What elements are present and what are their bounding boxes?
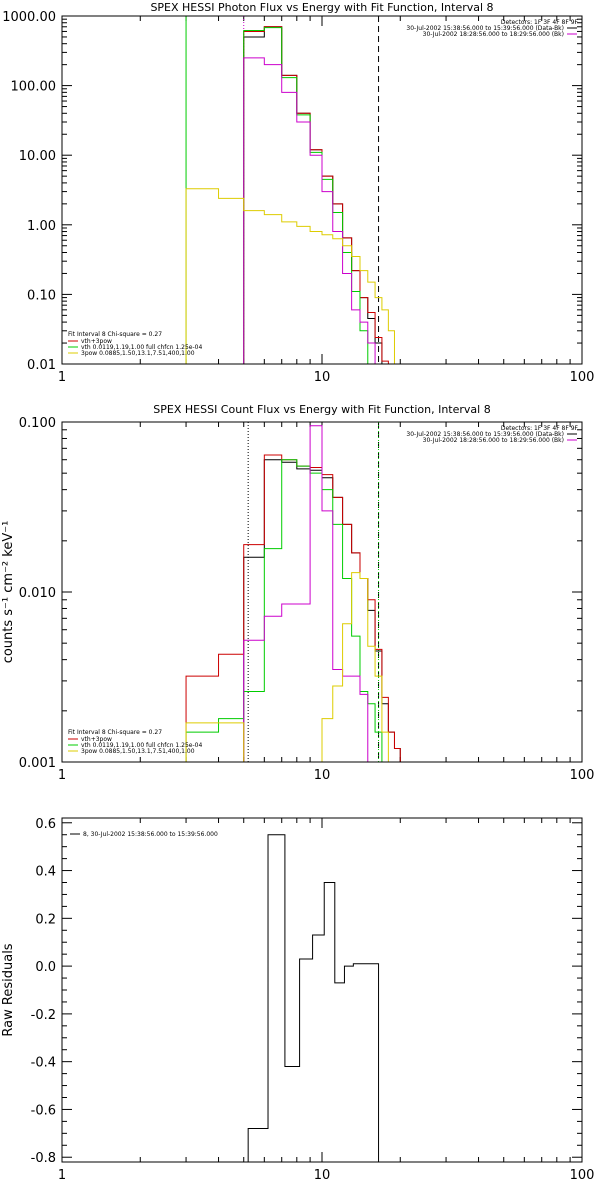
- y-tick-label: 0.4: [35, 865, 56, 880]
- annotation-line: 30-Jul-2002 18:28:56.000 to 18:29:56.000…: [423, 31, 564, 38]
- reference-lines: [185, 16, 380, 364]
- y-axis-label: counts s⁻¹ cm⁻² keV⁻¹: [1, 521, 16, 664]
- y-tick-label: -0.8: [31, 1151, 56, 1166]
- legend-entry: vth 0.0119,1.19,1.00 full chfcn 1.25e-04: [81, 742, 202, 749]
- series-line-3: [243, 27, 376, 364]
- legend-entry: 3pow 0.0885,1.50,13.1,7.51,400,1.00: [81, 748, 195, 755]
- legend-entry: 3pow 0.0885,1.50,13.1,7.51,400,1.00: [81, 350, 195, 357]
- series-line-1: [247, 834, 380, 1162]
- series-line-2: [185, 454, 406, 762]
- y-tick-label: -0.6: [31, 1103, 56, 1118]
- y-tick-label: 1.00: [27, 219, 56, 234]
- plot-frame: [61, 421, 583, 763]
- y-tick-label: 0.2: [35, 912, 56, 927]
- y-tick-label: 0.010: [19, 586, 56, 601]
- series-line-1: [243, 26, 389, 364]
- x-tick-label: 1: [58, 370, 66, 385]
- legend-entry: 8, 30-Jul-2002 15:38:56.000 to 15:39:56.…: [83, 831, 218, 838]
- series-line-4: [243, 57, 376, 364]
- y-axis: 1000.00 100.00 10.00 1.00 0.10 0.01: [2, 10, 582, 373]
- series-line-3: [185, 459, 389, 762]
- legend-entry: vth+3pow: [81, 338, 112, 345]
- series-group: [185, 425, 406, 762]
- y-tick-label: 0.01: [27, 358, 56, 373]
- x-axis: 1 10 100: [58, 16, 595, 385]
- y-tick-label: 100.00: [11, 80, 57, 95]
- x-tick-label: 100: [570, 768, 595, 783]
- series-group: [185, 26, 401, 364]
- x-axis: 1 10 100: [58, 818, 595, 1183]
- x-tick-label: 10: [314, 370, 331, 385]
- series-line-2: [243, 26, 389, 364]
- chart-title: SPEX HESSI Count Flux vs Energy with Fit…: [153, 403, 490, 416]
- x-tick-label: 10: [314, 1168, 331, 1183]
- chart-panel-2: SPEX HESSI Count Flux vs Energy with Fit…: [1, 403, 594, 783]
- chart-panel-3: 1 10 100 0.6 0.4 0.2 0.0 -0.2 -0.4 -0.6 -0.8 Raw Re…: [1, 817, 594, 1183]
- legend-entry: vth+3pow: [81, 736, 112, 743]
- x-tick-label: 1: [58, 768, 66, 783]
- y-tick-label: 0.001: [19, 756, 56, 771]
- y-tick-label: 10.00: [19, 149, 56, 164]
- y-tick-label: 0.10: [27, 288, 56, 303]
- y-tick-label: -0.4: [31, 1056, 56, 1071]
- legend-header: Fit Interval 8 Chi-square = 0.27: [68, 729, 162, 736]
- annotation-line: 30-Jul-2002 15:38:56.000 to 15:39:56.000…: [406, 431, 564, 438]
- annotation-line: Detectors: 1F 3F 4F 8F 9F: [501, 425, 579, 432]
- annotation-line: Detectors: 1F 3F 4F 8F 9F: [501, 19, 579, 26]
- y-tick-label: 0.100: [19, 416, 56, 431]
- series-line-4: [243, 425, 369, 762]
- x-tick-label: 1: [58, 1168, 66, 1183]
- x-tick-label: 10: [314, 768, 331, 783]
- legend: Fit Interval 8 Chi-square = 0.27vth+3pow…: [68, 331, 202, 357]
- x-tick-label: 100: [570, 1168, 595, 1183]
- y-axis-label: Raw Residuals: [1, 943, 16, 1036]
- legend: Fit Interval 8 Chi-square = 0.27vth+3pow…: [68, 729, 202, 755]
- plot-frame: [61, 15, 583, 365]
- y-tick-label: -0.2: [31, 1008, 56, 1023]
- chart-title: SPEX HESSI Photon Flux vs Energy with Fi…: [150, 1, 493, 14]
- x-tick-label: 100: [570, 370, 595, 385]
- reference-lines: [247, 422, 380, 762]
- series-line-5: [185, 572, 395, 762]
- y-axis: 0.100 0.010 0.001: [19, 416, 582, 771]
- series-line-5: [185, 188, 401, 364]
- y-tick-label: 0.6: [35, 817, 56, 832]
- legend-header: Fit Interval 8 Chi-square = 0.27: [68, 331, 162, 338]
- legend: 8, 30-Jul-2002 15:38:56.000 to 15:39:56.…: [70, 831, 218, 838]
- y-tick-label: 0.0: [35, 960, 56, 975]
- annotation-line: 30-Jul-2002 18:28:56.000 to 18:29:56.000…: [423, 437, 564, 444]
- y-axis: 0.6 0.4 0.2 0.0 -0.2 -0.4 -0.6 -0.8: [31, 817, 582, 1166]
- y-tick-label: 1000.00: [2, 10, 56, 25]
- annotation-line: 30-Jul-2002 15:38:56.000 to 15:39:56.000…: [406, 25, 564, 32]
- plot-frame: [61, 817, 583, 1163]
- legend-entry: vth 0.0119,1.19,1.00 full chfcn 1.25e-04: [81, 344, 202, 351]
- chart-panel-1: SPEX HESSI Photon Flux vs Energy with Fi…: [2, 1, 594, 385]
- series-group: [247, 834, 380, 1162]
